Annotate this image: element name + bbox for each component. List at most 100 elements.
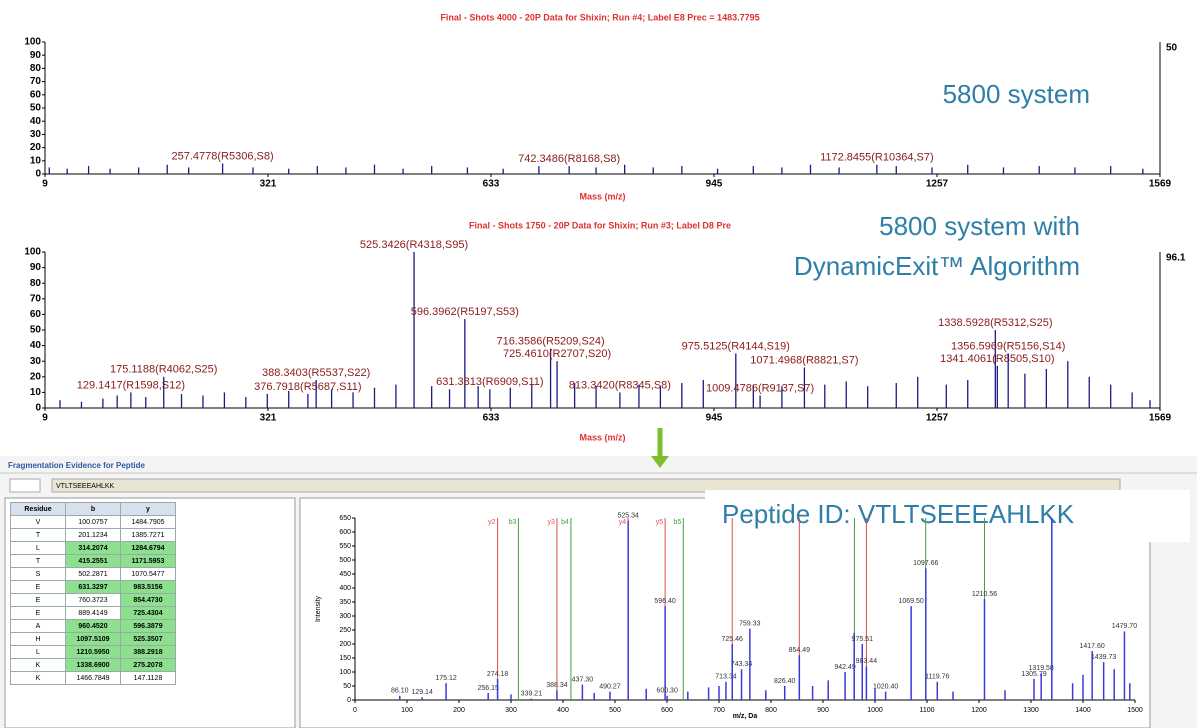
table-cell: 1171.5953	[120, 554, 176, 568]
table-cell: 1210.5950	[65, 645, 121, 659]
y-tick-label: 350	[339, 599, 351, 606]
y-tick-label: 70	[30, 76, 42, 87]
table-row: A 960.4520 596.3879	[10, 619, 176, 633]
peak-label: 86.10	[391, 688, 409, 695]
sequence-box[interactable]	[51, 478, 1121, 493]
y-tick-label: 60	[30, 309, 42, 320]
peak-label: 256.15	[477, 685, 499, 692]
peak-label: 1119.76	[925, 674, 949, 681]
table-cell: 1385.7271	[120, 528, 176, 542]
x-tick-label: 1400	[1075, 707, 1091, 714]
table-cell: 388.2918	[120, 645, 176, 659]
y-tick-label: 500	[339, 557, 351, 564]
y-tick-label: 100	[24, 247, 41, 258]
peak-label: 339.21	[521, 690, 543, 697]
y-tick-label: 70	[30, 293, 42, 304]
peak-label: 1009.4786(R9137,S7)	[706, 382, 814, 394]
peak-label: 983.44	[856, 658, 878, 665]
peak-label: 713.34	[715, 674, 737, 681]
header-cell: b	[65, 502, 121, 516]
y-tick-label: 90	[30, 50, 42, 61]
table-cell: A	[10, 619, 66, 633]
peak-label: 437.30	[572, 676, 594, 683]
x-tick-label: 1000	[867, 707, 883, 714]
x-axis-label: Mass (m/z)	[579, 432, 625, 442]
annotation: 5800 system with	[879, 211, 1080, 241]
table-cell: V	[10, 515, 66, 529]
y-tick-label: 600	[339, 529, 351, 536]
peak-label: 1172.8455(R10364,S7)	[820, 152, 934, 164]
x-tick-label: 100	[401, 707, 413, 714]
table-row: T 415.2551 1171.5953	[10, 554, 176, 568]
y-tick-label: 50	[30, 325, 42, 336]
peak-label: 175.12	[435, 675, 457, 682]
table-row: L 314.2074 1284.6794	[10, 541, 176, 555]
peak-label: 1071.4968(R8821,S7)	[750, 354, 858, 366]
table-cell: S	[10, 567, 66, 581]
chart-title: Final - Shots 4000 - 20P Data for Shixin…	[440, 12, 759, 22]
table-row: S 502.2871 1070.5477	[10, 567, 176, 581]
y-tick-label: 150	[339, 655, 351, 662]
peptide-id: Peptide ID: VTLTSEEEAHLKK	[722, 499, 1075, 529]
y-tick-label: 400	[339, 585, 351, 592]
peak-label: 388.34	[546, 682, 568, 689]
table-row: K 1466.7849 147.1128	[10, 671, 176, 685]
table-cell: E	[10, 580, 66, 594]
ion-label: y2	[488, 519, 496, 526]
x-tick-label: 1257	[926, 179, 949, 190]
peak-label: 257.4778(R5306,S8)	[172, 150, 274, 162]
peak-label: 742.3486(R8168,S8)	[518, 153, 620, 165]
y-tick-label: 10	[30, 387, 42, 398]
peak-label: 1417.60	[1079, 643, 1104, 650]
right-label: 96.1	[1166, 253, 1186, 264]
x-tick-label: 1257	[926, 413, 949, 424]
table-cell: 760.3723	[65, 593, 121, 607]
x-tick-label: 9	[42, 179, 48, 190]
y-tick-label: 450	[339, 571, 351, 578]
table-cell: H	[10, 632, 66, 646]
peak-label: 596.3962(R5197,S53)	[411, 306, 519, 318]
peak-label: 1069.50	[898, 598, 923, 605]
peak-label: 716.3586(R5209,S24)	[496, 336, 604, 348]
ion-label: b3	[509, 519, 517, 526]
table-cell: 201.1234	[65, 528, 121, 542]
y-tick-label: 10	[30, 155, 42, 166]
peak-label: 376.7918(R5687,S11)	[254, 381, 361, 393]
peak-label: 274.18	[487, 671, 509, 678]
x-tick-label: 1200	[971, 707, 987, 714]
y-tick-label: 550	[339, 543, 351, 550]
y-tick-label: 30	[30, 129, 42, 140]
ion-label: b5	[673, 519, 681, 526]
table-cell: 596.3879	[120, 619, 176, 633]
ion-label: y5	[656, 519, 664, 526]
peak-label: 854.49	[789, 647, 811, 654]
x-tick-label: 1569	[1149, 179, 1172, 190]
peak-label: 1305.79	[1021, 671, 1046, 678]
y-tick-label: 50	[30, 103, 42, 114]
peak-label: 1097.66	[913, 560, 938, 567]
table-cell: 960.4520	[65, 619, 121, 633]
input-box	[9, 478, 41, 493]
y-tick-label: 80	[30, 278, 42, 289]
fragment-table: Residue b y V 100.0757 1484.7905 T 201.1234 1385…	[10, 502, 176, 685]
y-tick-label: 0	[35, 169, 41, 180]
table-cell: T	[10, 554, 66, 568]
x-axis-label: m/z, Da	[733, 713, 758, 720]
x-tick-label: 321	[260, 179, 277, 190]
table-cell: 1284.6794	[120, 541, 176, 555]
header-cell: Residue	[10, 502, 66, 516]
peak-label: 1210.56	[972, 591, 997, 598]
y-tick-label: 0	[35, 403, 41, 414]
peak-label: 388.3403(R5537,S22)	[262, 367, 370, 379]
x-tick-label: 633	[483, 179, 500, 190]
table-cell: 1338.6900	[65, 658, 121, 672]
table-cell: 415.2551	[65, 554, 121, 568]
table-cell: T	[10, 528, 66, 542]
table-row: E 889.4149 725.4304	[10, 606, 176, 620]
peak-label: 631.3813(R6909,S11)	[436, 376, 543, 388]
peak-label: 1319.58	[1029, 665, 1054, 672]
x-tick-label: 300	[505, 707, 517, 714]
x-tick-label: 1569	[1149, 413, 1172, 424]
x-tick-label: 1300	[1023, 707, 1039, 714]
peak-label: 1439.73	[1091, 654, 1116, 661]
